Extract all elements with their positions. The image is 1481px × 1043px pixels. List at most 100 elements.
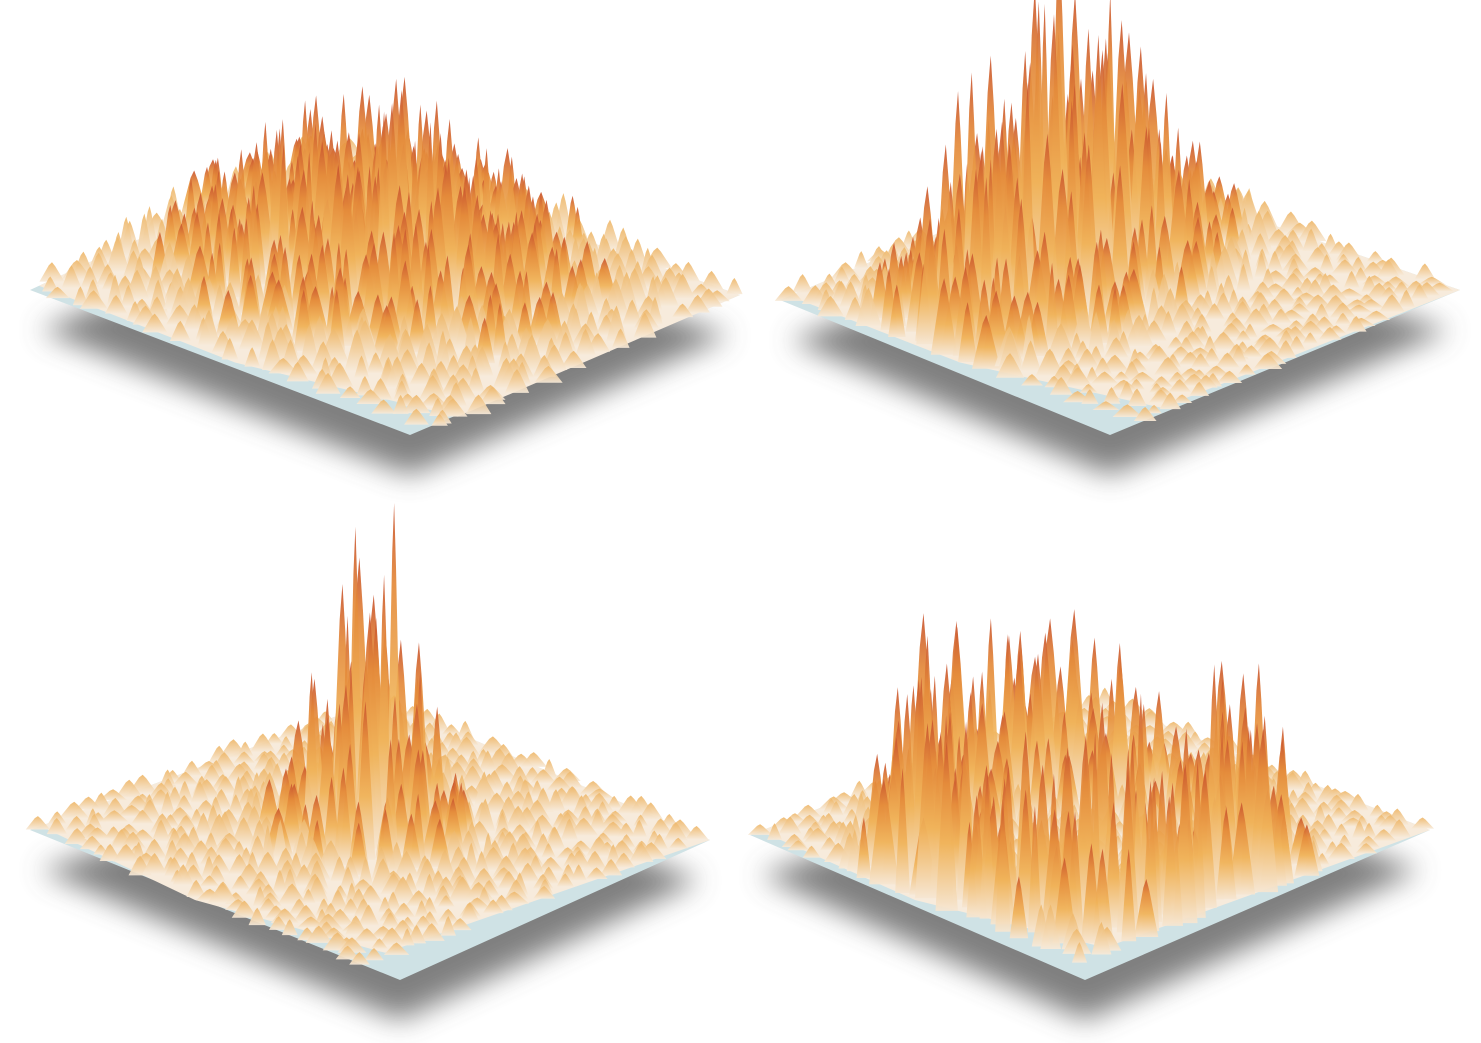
- terrain-spike: [313, 913, 344, 930]
- terrain-spike: [172, 771, 199, 785]
- terrain-spike: [221, 337, 239, 360]
- terrain-spike: [1362, 310, 1391, 320]
- terrain-spike: [1346, 315, 1367, 332]
- terrain-spike: [802, 845, 821, 858]
- terrain-spike: [1112, 404, 1143, 417]
- terrain-spike: [268, 916, 289, 930]
- terrain-spike: [305, 925, 333, 943]
- terrain-spike: [652, 277, 679, 306]
- terrain-spike: [441, 724, 461, 735]
- terrain-spike: [1009, 876, 1029, 939]
- terrain-spike: [541, 843, 556, 858]
- terrain-spike: [685, 294, 710, 313]
- terrain-spike: [1334, 312, 1352, 325]
- terrain-spike: [537, 856, 564, 872]
- terrain-spike: [1124, 314, 1154, 347]
- terrain-spike: [855, 287, 882, 326]
- terrain-spike: [1240, 345, 1263, 358]
- terrain-spike: [1294, 824, 1320, 876]
- terrain-spike: [413, 915, 434, 929]
- terrain-spike: [494, 812, 511, 836]
- terrain-spike: [339, 386, 361, 399]
- terrain-spike: [930, 278, 958, 355]
- terrain-spike: [599, 813, 627, 829]
- terrain-spike: [214, 776, 237, 794]
- terrain-spike: [1160, 310, 1177, 334]
- terrain-spike: [61, 265, 82, 288]
- terrain-spike: [1361, 275, 1378, 293]
- terrain-panel: [747, 609, 1435, 1020]
- terrain-spike: [1057, 347, 1080, 367]
- terrain-spike: [504, 369, 530, 393]
- terrain-spike: [1146, 404, 1162, 414]
- terrain-spike: [1026, 653, 1050, 805]
- terrain-spike: [176, 780, 193, 801]
- terrain-spike: [344, 915, 367, 935]
- terrain-spike: [1132, 693, 1150, 923]
- terrain-spike: [1087, 311, 1105, 354]
- terrain-spike: [356, 389, 385, 404]
- terrain-spike: [381, 912, 400, 928]
- terrain-spike: [59, 801, 90, 818]
- terrain-spike: [555, 331, 576, 359]
- terrain-spike: [414, 323, 441, 367]
- terrain-spike: [79, 290, 108, 309]
- terrain-spike: [767, 823, 783, 840]
- terrain-spike: [1122, 360, 1142, 380]
- terrain-spike: [1245, 210, 1272, 250]
- terrain-spike: [1410, 284, 1429, 299]
- terrain-spike: [1178, 721, 1199, 737]
- terrain-spike: [371, 938, 388, 949]
- panels: [25, 0, 1460, 1020]
- terrain-spike: [1358, 299, 1385, 309]
- terrain-spike: [169, 320, 191, 341]
- terrain-spike: [1148, 691, 1171, 808]
- terrain-spike: [161, 204, 180, 261]
- terrain-panel: [774, 0, 1460, 475]
- terrain-spike: [1093, 357, 1113, 375]
- terrain-spike: [393, 850, 420, 880]
- terrain-spike: [260, 824, 275, 865]
- terrain-spike: [383, 942, 410, 955]
- terrain-spike: [42, 276, 59, 292]
- terrain-spike: [244, 347, 261, 367]
- terrain-spike: [1371, 829, 1397, 841]
- terrain-spike: [1103, 337, 1129, 358]
- terrain-spike: [1353, 267, 1369, 282]
- terrain-spike: [1204, 303, 1225, 320]
- terrain-spike: [1331, 259, 1359, 274]
- terrain-spike: [419, 393, 448, 407]
- terrain-spike: [1217, 370, 1243, 383]
- terrain-spike: [353, 928, 381, 942]
- terrain-spike: [1275, 340, 1297, 358]
- terrain-spike: [600, 859, 623, 876]
- terrain-spike: [794, 804, 822, 818]
- terrain-spike: [1062, 928, 1092, 954]
- terrain-spike: [1109, 379, 1139, 391]
- terrain-spike: [869, 778, 899, 885]
- terrain-spike: [272, 819, 288, 859]
- terrain-spike: [171, 832, 199, 854]
- terrain-panel: [25, 502, 710, 1020]
- terrain-spike: [1303, 294, 1333, 310]
- terrain-spike: [1288, 336, 1306, 351]
- terrain-spike: [1343, 270, 1360, 288]
- terrain-spike: [1243, 308, 1270, 326]
- terrain-spike: [431, 414, 448, 426]
- terrain-spike: [660, 814, 679, 827]
- terrain-spike: [389, 876, 417, 903]
- terrain-spike: [1397, 289, 1415, 308]
- terrain-spike: [916, 218, 944, 345]
- terrain-spike: [1414, 263, 1436, 280]
- terrain-spike: [1333, 823, 1350, 837]
- terrain-spike: [1270, 288, 1298, 305]
- terrain-spike: [606, 795, 622, 809]
- terrain-spike: [330, 856, 349, 882]
- terrain-spike: [1377, 259, 1400, 277]
- terrain-spike: [131, 809, 154, 824]
- terrain-spike: [1236, 263, 1251, 291]
- terrain-spike: [1285, 320, 1307, 331]
- terrain-spike: [301, 888, 316, 904]
- terrain-spike: [792, 274, 814, 293]
- terrain-spike: [207, 883, 238, 903]
